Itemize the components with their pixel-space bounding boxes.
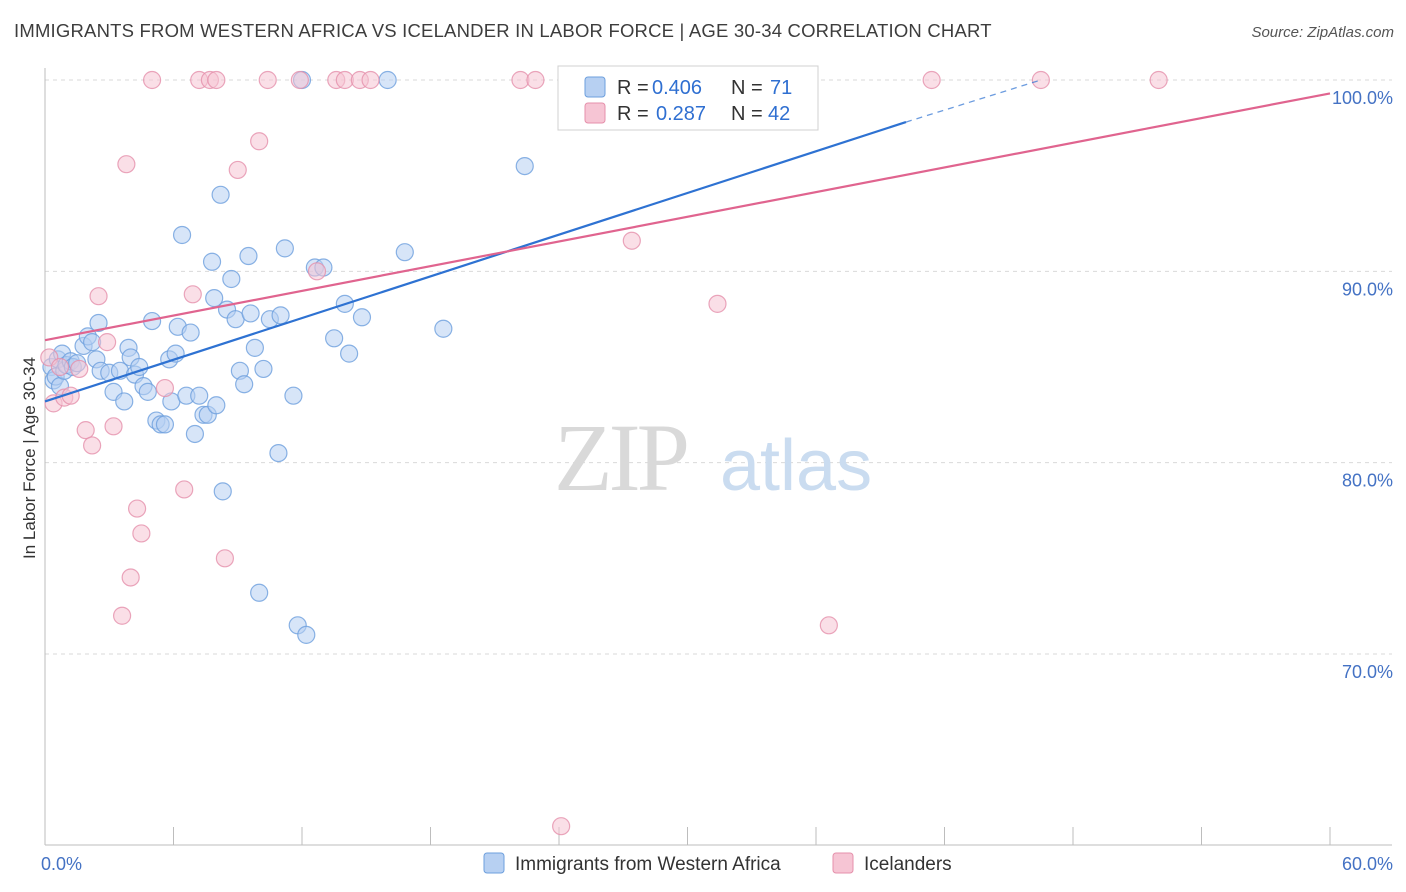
- axis-layer: 100.0% 90.0% 80.0% 70.0% 0.0% 60.0%: [41, 68, 1393, 874]
- blue-point-15: [89, 313, 108, 333]
- y-tick-label-3: 70.0%: [1342, 662, 1393, 682]
- pink-point-36: [622, 231, 641, 250]
- pink-point-24: [228, 160, 247, 180]
- blue-point-69: [340, 344, 359, 363]
- legend-n-value-blue: 71: [770, 77, 792, 99]
- pink-point-14: [127, 499, 147, 518]
- pink-point-12: [117, 155, 136, 174]
- series-legend-label-pink: Icelanders: [864, 854, 952, 875]
- blue-point-39: [190, 386, 209, 405]
- series-legend-label-blue: Immigrants from Western Africa: [515, 854, 781, 875]
- blue-point-72: [395, 243, 414, 262]
- legend-n-value-pink: 42: [768, 103, 790, 125]
- blue-point-67: [325, 329, 344, 348]
- blue-point-54: [245, 338, 264, 357]
- blue-point-53: [241, 304, 260, 323]
- blue-point-42: [202, 252, 222, 271]
- legend-r-value-blue: 0.406: [652, 77, 702, 99]
- pink-point-23: [215, 549, 234, 568]
- pink-point-15: [132, 524, 151, 543]
- blue-point-71: [378, 70, 397, 90]
- y-tick-label-1: 90.0%: [1342, 279, 1393, 299]
- pink-point-10: [104, 417, 123, 436]
- y-tick-label-2: 80.0%: [1342, 471, 1393, 491]
- correlation-legend: R = 0.406 N = 71 R = 0.287 N = 42: [557, 65, 819, 131]
- watermark: ZIP atlas: [554, 404, 872, 511]
- series-legend-swatch-blue: [483, 852, 505, 874]
- pink-point-28: [307, 262, 327, 281]
- pink-point-38: [819, 616, 838, 635]
- blue-point-58: [269, 444, 288, 463]
- blue-point-55: [250, 583, 269, 602]
- pink-point-37: [708, 294, 727, 313]
- pink-trend-line: [44, 92, 1331, 342]
- blue-point-74: [515, 157, 534, 176]
- x-tick-label-1: 60.0%: [1342, 854, 1393, 874]
- blue-point-35: [172, 225, 192, 245]
- pink-point-27: [290, 70, 309, 90]
- blue-point-64: [297, 625, 316, 644]
- y-tick-label-0: 100.0%: [1332, 88, 1393, 108]
- blue-point-45: [211, 185, 230, 204]
- pink-point-13: [121, 568, 140, 587]
- pink-point-41: [1149, 70, 1168, 90]
- chart-source: Source: ZipAtlas.com: [1251, 24, 1394, 41]
- blue-point-48: [222, 269, 241, 289]
- pink-point-19: [183, 285, 202, 304]
- blue-point-26: [138, 382, 157, 401]
- blue-point-60: [275, 239, 294, 258]
- blue-point-37: [181, 323, 200, 342]
- x-tick-label-0: 0.0%: [41, 854, 82, 874]
- pink-point-18: [175, 480, 194, 499]
- pink-point-7: [83, 436, 102, 455]
- watermark-zip: ZIP: [554, 404, 687, 511]
- legend-n-label-pink: N =: [731, 103, 763, 125]
- blue-point-61: [284, 386, 303, 405]
- pink-point-17: [155, 378, 175, 398]
- blue-point-51: [235, 375, 254, 394]
- points-layer: [40, 70, 1168, 836]
- legend-n-label-blue: N =: [731, 77, 763, 99]
- legend-r-value-pink: 0.287: [656, 103, 706, 125]
- pink-point-39: [922, 70, 941, 90]
- pink-point-5: [70, 359, 89, 379]
- pink-point-34: [526, 70, 545, 90]
- legend-r-label-pink: R =: [617, 103, 649, 125]
- blue-point-56: [254, 359, 273, 379]
- pink-point-40: [1031, 70, 1050, 90]
- pink-point-8: [89, 287, 108, 306]
- series-legend: Immigrants from Western Africa Icelander…: [483, 852, 952, 875]
- series-legend-swatch-pink: [832, 852, 854, 874]
- blue-trend-line: [44, 121, 907, 403]
- watermark-atlas: atlas: [720, 426, 872, 506]
- pink-point-26: [258, 70, 277, 90]
- blue-point-44: [207, 396, 226, 415]
- blue-trend-extension: [905, 79, 1042, 123]
- pink-point-9: [98, 333, 117, 352]
- pink-point-22: [207, 70, 226, 90]
- pink-point-25: [250, 132, 269, 151]
- blue-point-70: [352, 308, 372, 327]
- y-axis-title: In Labor Force | Age 30-34: [20, 357, 39, 559]
- pink-point-35: [552, 817, 571, 836]
- legend-swatch-pink: [584, 102, 606, 124]
- blue-point-20: [115, 392, 134, 411]
- pink-point-11: [112, 606, 132, 625]
- blue-point-52: [239, 246, 258, 266]
- blue-point-46: [213, 482, 232, 501]
- blue-point-59: [271, 306, 290, 325]
- trend-layer: [44, 79, 1331, 403]
- pink-point-16: [142, 70, 162, 90]
- pink-point-32: [361, 70, 380, 90]
- pink-point-6: [76, 421, 95, 440]
- blue-point-38: [185, 424, 205, 444]
- legend-swatch-blue: [584, 76, 606, 98]
- blue-point-30: [155, 415, 175, 434]
- pink-point-2: [50, 357, 70, 377]
- legend-r-label-blue: R =: [617, 77, 649, 99]
- chart-title: IMMIGRANTS FROM WESTERN AFRICA VS ICELAN…: [14, 20, 992, 41]
- blue-point-73: [434, 319, 453, 338]
